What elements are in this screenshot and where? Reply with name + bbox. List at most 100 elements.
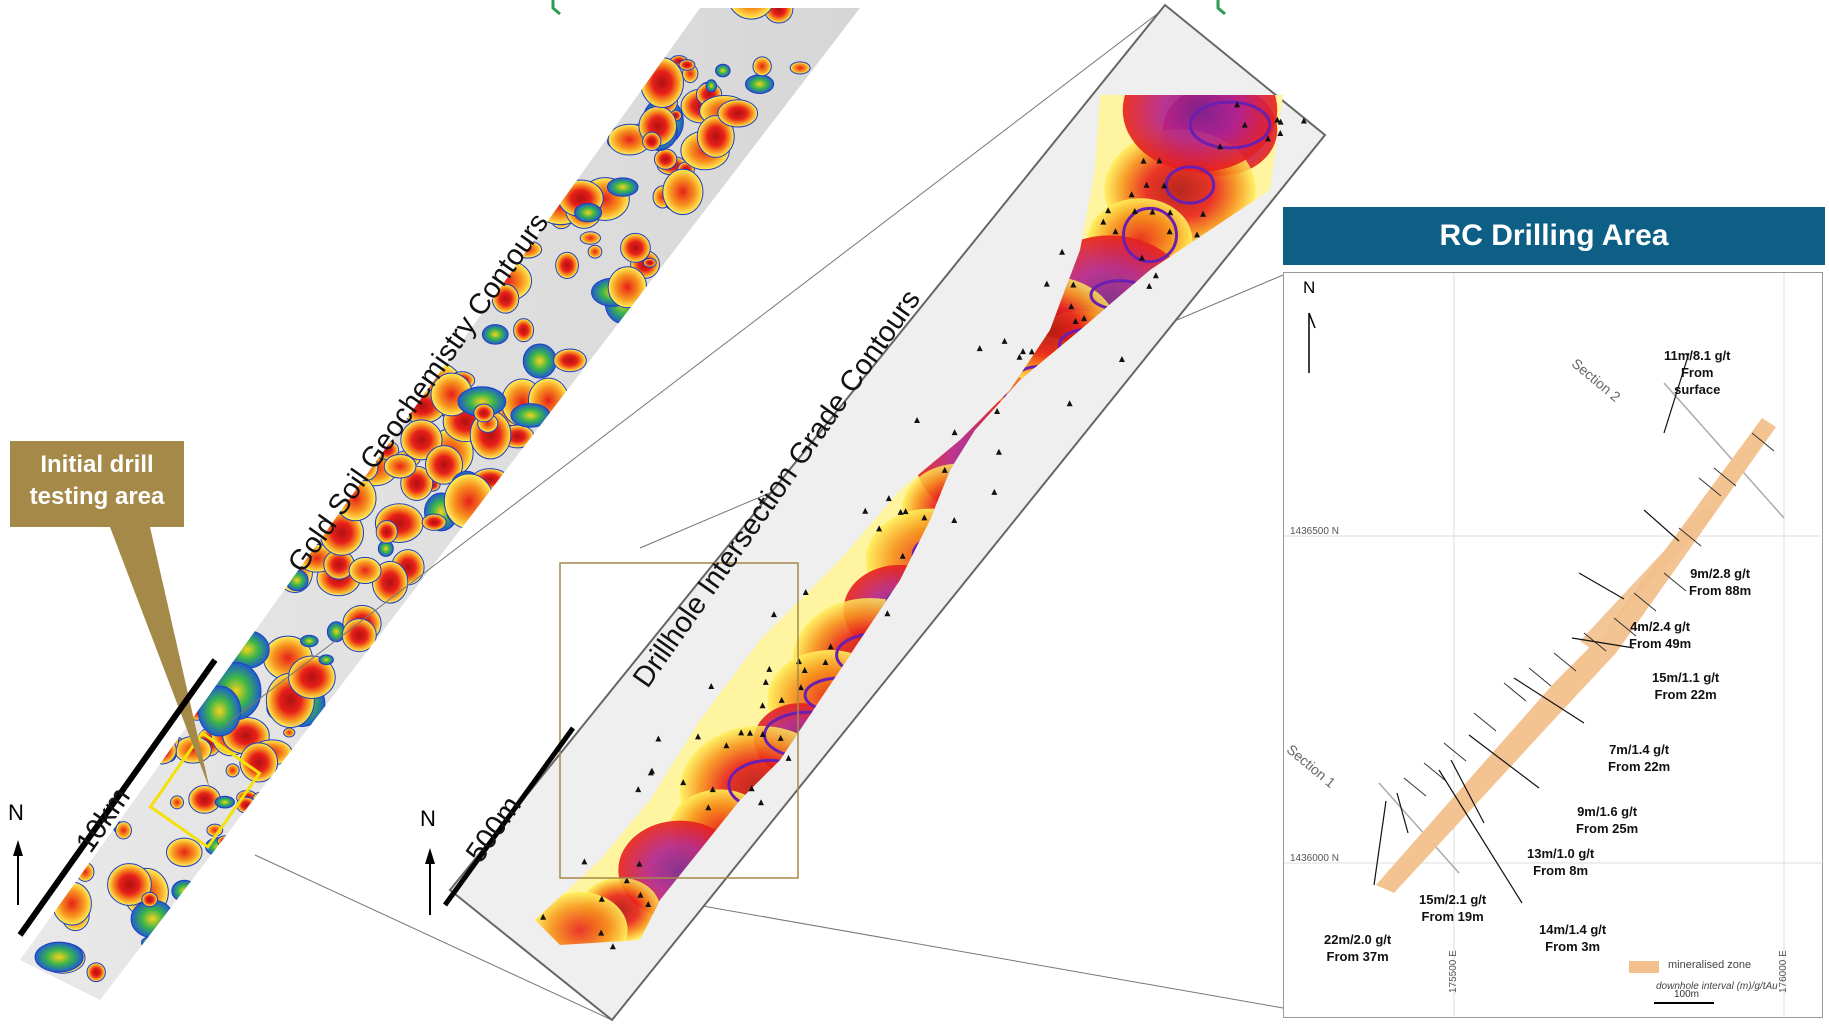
drill-collar <box>709 786 716 793</box>
drill-collar <box>884 610 891 617</box>
drill-collar <box>1016 353 1023 360</box>
drill-collar <box>1156 157 1163 164</box>
drill-collar <box>976 345 983 352</box>
soil-anomaly <box>141 891 159 908</box>
soil-anomaly <box>252 791 269 805</box>
intercept-label: 15m/2.1 g/t From 19m <box>1419 892 1487 924</box>
soil-anomaly <box>300 634 319 648</box>
soil-anomaly <box>115 821 132 840</box>
soil-anomaly <box>522 343 557 379</box>
soil-anomaly <box>678 59 696 71</box>
grade-contour-line <box>1188 100 1272 150</box>
drill-trace <box>1633 592 1657 612</box>
grade-contour-line <box>1164 165 1216 205</box>
grid-label: 1436000 N <box>1290 853 1339 864</box>
callout-pointer <box>110 527 210 790</box>
drill-collar <box>1028 348 1035 355</box>
drill-collar <box>1241 121 1248 128</box>
soil-anomaly <box>726 8 776 20</box>
soil-anomaly <box>214 795 235 809</box>
drill-collar <box>747 729 754 736</box>
drill-collar <box>897 508 904 515</box>
soil-anomaly <box>607 266 648 309</box>
soil-anomaly <box>318 654 334 666</box>
drill-collar <box>1081 315 1088 322</box>
rc-drilling-panel: N Section 2 Section 1 1436500 N 1436000 … <box>1283 272 1824 1019</box>
soil-anomaly <box>481 324 509 345</box>
drill-collar <box>758 799 765 806</box>
drill-collar <box>1140 157 1147 164</box>
soil-anomaly <box>34 941 84 973</box>
soil-anomaly <box>640 57 684 108</box>
drill-collar <box>637 891 644 898</box>
drill-collar <box>1200 210 1207 217</box>
drill-collar <box>645 900 652 907</box>
drill-collar <box>1131 208 1138 215</box>
drill-collar <box>862 507 869 514</box>
north-arrow-head <box>13 840 23 856</box>
grade-blob <box>535 891 628 945</box>
leader-lines <box>1373 352 1690 904</box>
drill-collar <box>1194 231 1201 238</box>
soil-anomaly <box>555 251 579 280</box>
drill-traces <box>1403 432 1775 797</box>
drill-trace <box>1751 432 1775 452</box>
drill-collar <box>991 488 998 495</box>
drill-collar <box>655 735 662 742</box>
drill-collar <box>1274 116 1281 123</box>
soil-anomaly <box>642 257 657 268</box>
soil-anomaly <box>752 56 772 77</box>
drill-collar <box>1138 254 1145 261</box>
drill-collar <box>1066 400 1073 407</box>
soil-anomaly <box>606 177 639 197</box>
rc-area-box <box>559 562 799 879</box>
soil-anomaly <box>587 244 603 259</box>
scale-bar-500m <box>442 726 576 907</box>
intercept-label: 11m/8.1 g/t From surface <box>1664 348 1731 397</box>
drill-collar <box>1277 118 1284 125</box>
drill-collar <box>994 408 1001 415</box>
drill-collar <box>1161 182 1168 189</box>
grid-label: 175500 E <box>1448 950 1459 993</box>
north-label: N <box>420 806 436 831</box>
drill-trace <box>1678 527 1702 547</box>
drill-collar <box>738 729 745 736</box>
drill-collar <box>914 416 921 423</box>
soil-anomaly <box>653 148 678 170</box>
drill-collar <box>1070 281 1077 288</box>
drill-collar <box>797 684 804 691</box>
soil-anomaly <box>171 879 198 903</box>
soil-anomaly <box>642 131 662 152</box>
drill-collar <box>1149 208 1156 215</box>
drill-collar <box>1264 135 1271 142</box>
drill-trace <box>1713 467 1737 487</box>
soil-anomaly <box>744 74 775 94</box>
drill-collar <box>1146 282 1153 289</box>
legend-swatch <box>1629 961 1659 973</box>
drill-collar <box>762 678 769 685</box>
soil-anomaly <box>383 453 417 479</box>
soil-anomaly <box>170 795 185 810</box>
drill-collar <box>1059 248 1066 255</box>
soil-anomaly <box>86 962 106 983</box>
soil-anomaly <box>579 231 601 245</box>
north-arrow-head <box>425 848 435 864</box>
drill-collar <box>777 734 784 741</box>
drill-collar <box>785 754 792 761</box>
drill-collar <box>1277 130 1284 137</box>
drill-collar <box>723 742 730 749</box>
drill-collar <box>1001 337 1008 344</box>
section2-line <box>1663 382 1785 519</box>
drill-collar <box>705 804 712 811</box>
top-mark <box>551 0 561 16</box>
soil-anomaly <box>443 473 495 530</box>
drill-collar <box>647 769 654 776</box>
drill-collar <box>1068 303 1075 310</box>
north-label: N <box>8 800 24 825</box>
soil-anomaly <box>421 513 447 531</box>
intercept-label: 9m/1.6 g/t From 25m <box>1576 804 1639 836</box>
drill-collar <box>680 779 687 786</box>
soil-anomaly <box>553 348 587 373</box>
